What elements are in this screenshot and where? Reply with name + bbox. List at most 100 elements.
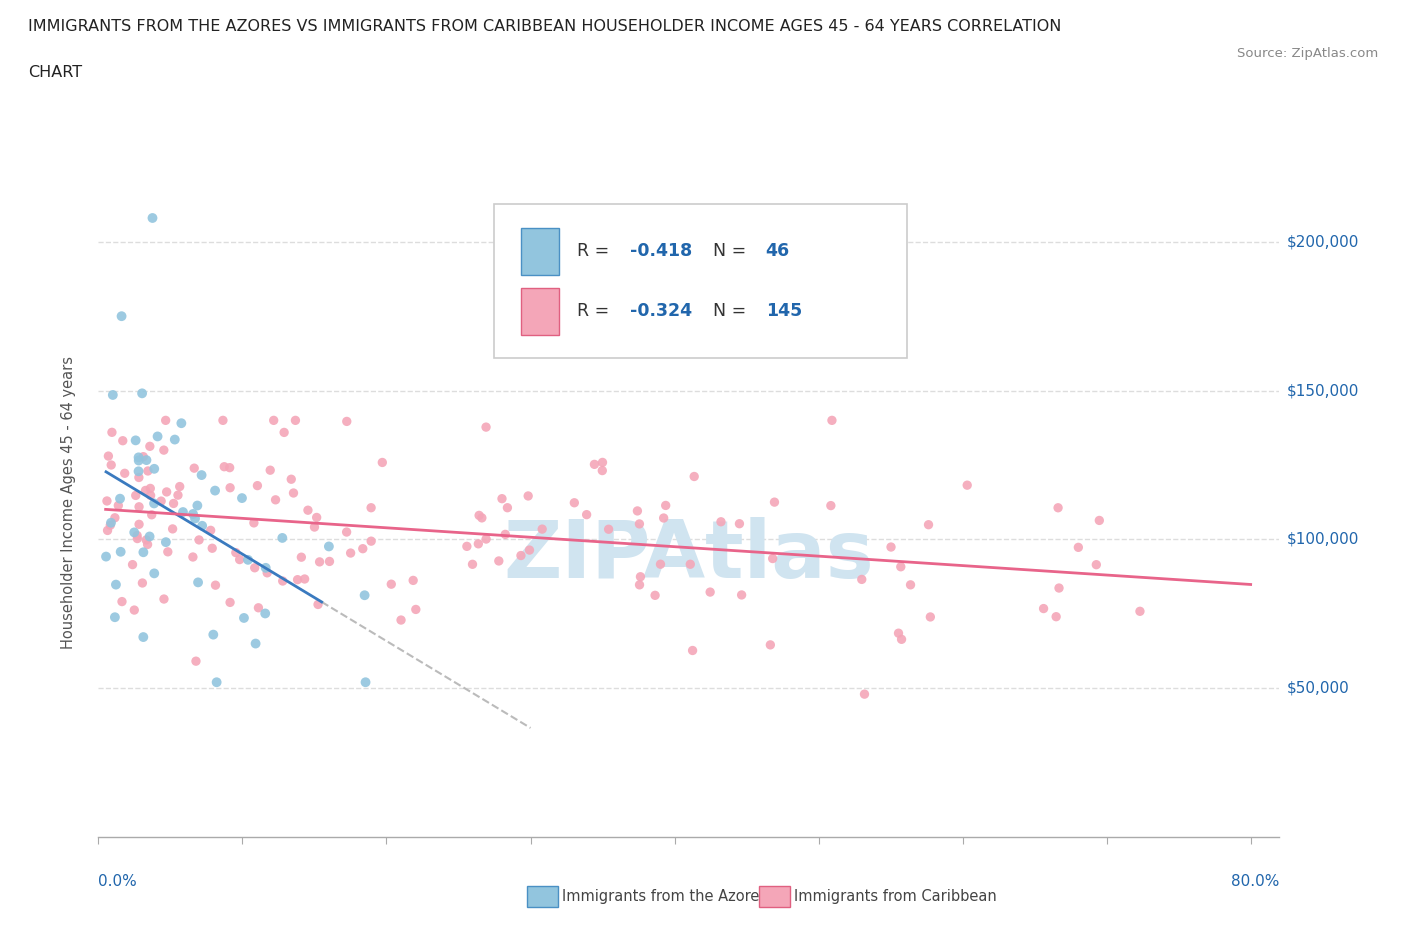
- Point: [219, 480, 242, 495]
- Point: [236, 552, 259, 567]
- Text: 80.0%: 80.0%: [1232, 874, 1279, 889]
- Point: [186, 498, 208, 513]
- Point: [128, 517, 150, 532]
- Point: [212, 413, 235, 428]
- Point: [245, 636, 267, 651]
- Point: [280, 472, 302, 486]
- Point: [131, 386, 153, 401]
- Point: [336, 525, 359, 539]
- Point: [360, 500, 382, 515]
- Point: [626, 503, 648, 518]
- Text: N =: N =: [713, 302, 751, 320]
- Point: [352, 541, 374, 556]
- Point: [644, 588, 666, 603]
- Point: [273, 425, 295, 440]
- Point: [1085, 557, 1108, 572]
- Point: [475, 419, 498, 434]
- Point: [305, 510, 328, 525]
- Point: [405, 602, 427, 617]
- Point: [491, 491, 513, 506]
- Point: [104, 511, 127, 525]
- Point: [1047, 500, 1070, 515]
- Point: [917, 517, 939, 532]
- Point: [1045, 609, 1067, 624]
- Point: [583, 457, 606, 472]
- Point: [256, 565, 278, 580]
- Point: [134, 483, 156, 498]
- Point: [98, 518, 121, 533]
- Point: [212, 459, 235, 474]
- Text: 46: 46: [766, 242, 790, 260]
- Point: [96, 523, 118, 538]
- Point: [141, 508, 163, 523]
- Point: [156, 544, 179, 559]
- Point: [263, 413, 285, 428]
- Point: [762, 551, 785, 566]
- Text: Immigrants from the Azores: Immigrants from the Azores: [562, 889, 768, 904]
- Point: [728, 516, 751, 531]
- Point: [890, 631, 912, 646]
- Point: [496, 500, 519, 515]
- Point: [139, 481, 162, 496]
- Text: $50,000: $50,000: [1286, 681, 1350, 696]
- Text: Immigrants from Caribbean: Immigrants from Caribbean: [794, 889, 997, 904]
- Point: [94, 549, 117, 564]
- Text: IMMIGRANTS FROM THE AZORES VS IMMIGRANTS FROM CARIBBEAN HOUSEHOLDER INCOME AGES : IMMIGRANTS FROM THE AZORES VS IMMIGRANTS…: [28, 19, 1062, 33]
- Point: [153, 443, 176, 458]
- Point: [294, 572, 316, 587]
- Point: [318, 554, 340, 569]
- Point: [104, 578, 127, 592]
- Point: [204, 578, 226, 592]
- Point: [228, 552, 250, 567]
- Point: [308, 554, 330, 569]
- Point: [763, 495, 786, 510]
- Point: [304, 520, 326, 535]
- Point: [188, 533, 211, 548]
- Point: [138, 529, 160, 544]
- Text: R =: R =: [576, 302, 614, 320]
- Text: 145: 145: [766, 302, 801, 320]
- Point: [562, 496, 585, 511]
- Point: [181, 550, 204, 565]
- Point: [1088, 513, 1111, 528]
- Point: [128, 499, 150, 514]
- Point: [243, 515, 266, 530]
- Point: [155, 535, 177, 550]
- Point: [259, 463, 281, 478]
- Point: [630, 569, 652, 584]
- Point: [132, 545, 155, 560]
- Text: Source: ZipAtlas.com: Source: ZipAtlas.com: [1237, 46, 1378, 60]
- Point: [1129, 604, 1152, 618]
- Point: [135, 533, 157, 548]
- Point: [162, 522, 184, 537]
- Point: [100, 458, 122, 472]
- Point: [575, 507, 598, 522]
- Point: [128, 453, 150, 468]
- Point: [475, 532, 498, 547]
- Text: $100,000: $100,000: [1286, 532, 1358, 547]
- Point: [153, 591, 176, 606]
- Point: [820, 498, 842, 513]
- Point: [131, 576, 153, 591]
- Point: [247, 601, 270, 616]
- Point: [114, 466, 136, 481]
- Point: [205, 675, 228, 690]
- Point: [389, 613, 412, 628]
- Point: [900, 578, 922, 592]
- Text: ZIPAtlas: ZIPAtlas: [503, 517, 875, 595]
- Point: [307, 597, 329, 612]
- Point: [360, 534, 382, 549]
- Point: [136, 463, 159, 478]
- Point: [201, 541, 224, 556]
- Bar: [522, 288, 560, 335]
- Point: [956, 478, 979, 493]
- Point: [107, 498, 129, 513]
- Point: [1047, 580, 1070, 595]
- Point: [851, 572, 873, 587]
- Point: [101, 388, 124, 403]
- Point: [880, 539, 903, 554]
- Point: [132, 449, 155, 464]
- Point: [467, 537, 489, 551]
- Point: [853, 686, 876, 701]
- Point: [519, 542, 541, 557]
